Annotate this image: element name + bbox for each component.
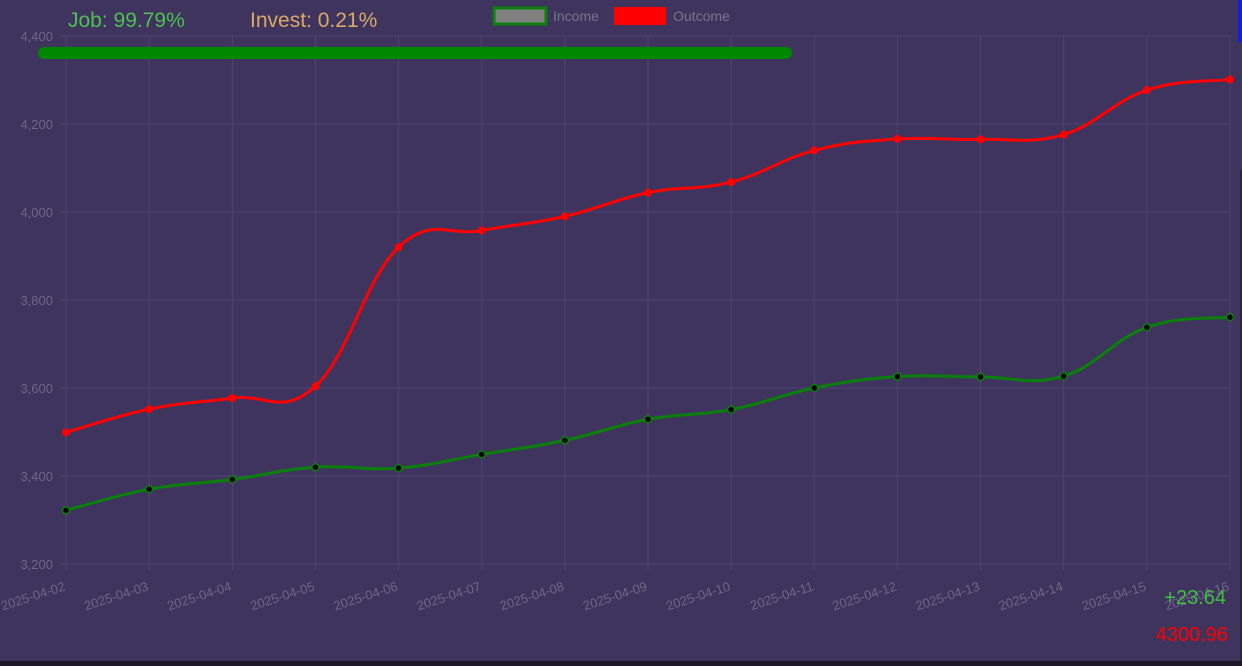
x-tick-label: 2025-04-12 bbox=[830, 579, 898, 614]
y-tick-label: 4,400 bbox=[20, 29, 53, 44]
y-tick-label: 3,600 bbox=[20, 381, 53, 396]
legend-label-income: Income bbox=[553, 8, 599, 24]
x-tick-label: 2025-04-02 bbox=[0, 579, 67, 614]
x-tick-label: 2025-04-05 bbox=[248, 579, 316, 614]
x-tick-label: 2025-04-03 bbox=[82, 579, 150, 614]
right-edge-divider bbox=[1240, 170, 1242, 666]
income-delta-value: +23.64 bbox=[1164, 587, 1226, 609]
income-point bbox=[144, 484, 154, 494]
income-point bbox=[560, 436, 570, 445]
outcome-point bbox=[311, 382, 320, 391]
outcome-point bbox=[1226, 75, 1234, 84]
income-point bbox=[394, 463, 403, 473]
legend-label-outcome: Outcome bbox=[673, 8, 730, 24]
income-point bbox=[810, 383, 819, 393]
y-tick-label: 3,200 bbox=[20, 557, 53, 572]
x-axis-ticks: 2025-04-02 2025-04-03 2025-04-04 2025-04-05… bbox=[0, 579, 1231, 614]
legend-swatch-outcome bbox=[614, 7, 666, 25]
outcome-point bbox=[1142, 86, 1151, 95]
x-tick-label: 2025-04-13 bbox=[914, 579, 982, 614]
series bbox=[61, 75, 1235, 515]
y-tick-label: 4,200 bbox=[20, 117, 53, 132]
income-point bbox=[976, 372, 985, 382]
x-tick-label: 2025-04-09 bbox=[581, 579, 649, 614]
outcome-series-line bbox=[65, 78, 1231, 434]
x-tick-label: 2025-04-07 bbox=[415, 579, 483, 614]
outcome-point bbox=[727, 178, 736, 187]
outcome-point bbox=[976, 135, 985, 144]
x-tick-label: 2025-04-15 bbox=[1080, 579, 1148, 614]
x-tick-label: 2025-04-06 bbox=[332, 579, 400, 614]
income-point bbox=[726, 405, 736, 414]
income-point bbox=[1059, 371, 1068, 381]
income-point bbox=[311, 462, 320, 472]
legend-swatch-income bbox=[492, 6, 548, 26]
outcome-total-value: 4300.96 bbox=[1155, 624, 1228, 646]
income-point bbox=[893, 372, 902, 381]
outcome-point bbox=[810, 146, 819, 155]
outcome-point bbox=[560, 212, 569, 221]
outcome-point bbox=[62, 428, 70, 437]
bottom-strip bbox=[0, 661, 1242, 666]
x-tick-label: 2025-04-08 bbox=[498, 579, 566, 614]
y-axis-ticks: 3,200 3,400 3,600 3,800 4,000 4,200 4,400 bbox=[20, 29, 53, 572]
y-tick-label: 3,400 bbox=[20, 469, 53, 484]
income-point bbox=[228, 475, 237, 484]
outcome-point bbox=[477, 226, 486, 235]
outcome-point bbox=[145, 405, 154, 414]
outcome-point bbox=[893, 134, 902, 143]
income-point bbox=[643, 414, 653, 424]
income-point bbox=[477, 450, 486, 459]
x-tick-label: 2025-04-10 bbox=[664, 579, 732, 614]
y-tick-label: 4,000 bbox=[20, 205, 53, 220]
x-tick-label: 2025-04-04 bbox=[165, 579, 233, 614]
corner-accent bbox=[1238, 0, 1242, 42]
income-point bbox=[1142, 323, 1152, 332]
x-tick-label: 2025-04-14 bbox=[997, 579, 1065, 614]
income-point bbox=[61, 506, 71, 515]
invest-share-label: Invest: 0.21% bbox=[250, 9, 378, 32]
outcome-point bbox=[394, 243, 403, 252]
y-tick-label: 3,800 bbox=[20, 293, 53, 308]
outcome-point bbox=[1059, 130, 1068, 139]
grid bbox=[60, 35, 1231, 570]
outcome-point bbox=[228, 394, 237, 403]
job-share-label: Job: 99.79% bbox=[68, 9, 185, 32]
outcome-point bbox=[644, 188, 652, 197]
x-tick-label: 2025-04-11 bbox=[748, 579, 815, 614]
legend[interactable]: Income Outcome bbox=[492, 6, 730, 26]
income-point bbox=[1225, 312, 1235, 322]
